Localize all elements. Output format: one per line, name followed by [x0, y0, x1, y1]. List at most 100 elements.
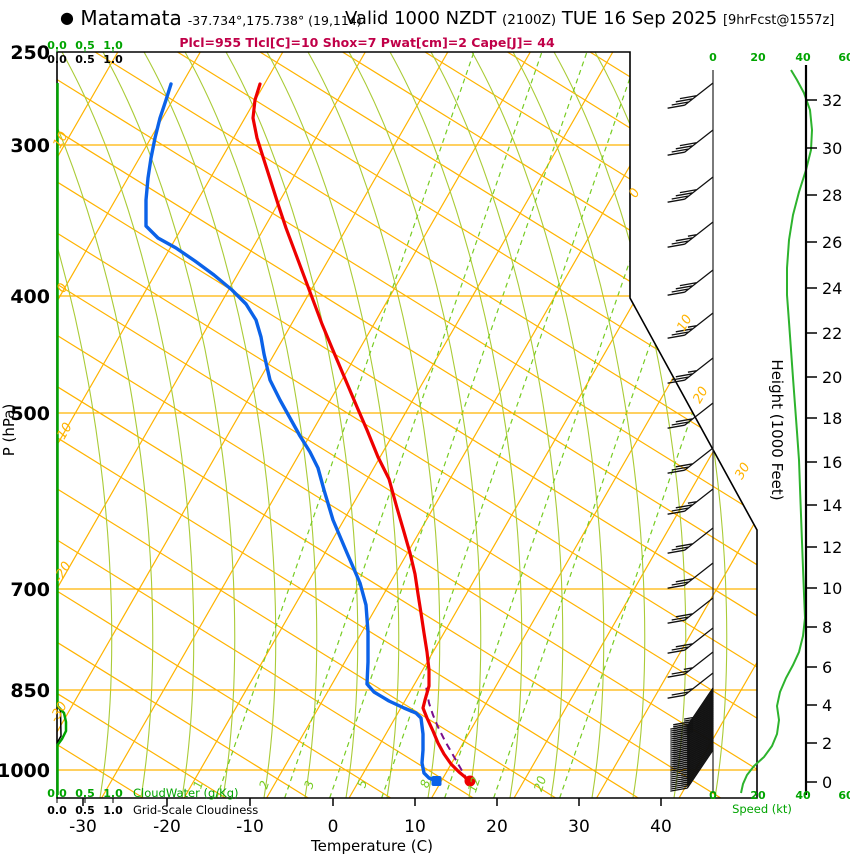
cloudwater-axis-title: CloudWater (g/Kg): [133, 786, 239, 800]
dry-adiabat-line: [57, 52, 757, 798]
mixing-ratio-label: 12: [465, 775, 483, 794]
moist-adiabat-line: [57, 52, 113, 798]
height-tick-label: 2: [822, 734, 832, 753]
mixing-ratio-lines: [216, 52, 757, 798]
valid-utc: (2100Z): [502, 12, 557, 28]
station-bullet-icon: ●: [60, 8, 74, 27]
speed-scale-bottom: 60: [838, 789, 850, 802]
moist-adiabat-line: [553, 52, 687, 798]
plot-frame: [56, 51, 758, 799]
dry-adiabat-line: [57, 52, 722, 798]
wind-barb-icon: [667, 562, 714, 589]
wind-speed-curve: [740, 69, 814, 794]
dry-adiabat-line: [177, 52, 757, 798]
wind-barb-icon: [667, 488, 714, 515]
height-tick-label: 24: [822, 279, 842, 298]
temp-tick-label: 20: [486, 817, 508, 837]
temp-tick-label: -10: [236, 817, 264, 837]
moist-adiabat-line: [225, 52, 359, 798]
dewpoint-curve: [144, 82, 438, 783]
height-tick-label: 30: [822, 139, 842, 158]
wind-barb-icon: [667, 312, 714, 339]
height-tick-label: 0: [822, 773, 832, 792]
plot-background: [57, 52, 757, 798]
wind-barbs: [667, 82, 714, 792]
pressure-tick-label: 400: [10, 286, 50, 308]
forecast-tag: [9hrFcst@1557z]: [722, 13, 835, 28]
temp-tick-label: 30: [568, 817, 590, 837]
temp-tick-label: 10: [404, 817, 426, 837]
surface-dewpoint-dot: [431, 776, 442, 786]
mixing-ratio-label: 20: [531, 774, 549, 793]
cloudwater-scale-bottom: 0.5: [75, 787, 95, 800]
moist-adiabat-line: [389, 52, 523, 798]
surface-temperature-dot: [464, 775, 476, 787]
dry-adiabat-line: [57, 52, 757, 798]
height-tick-label: 8: [822, 618, 832, 637]
cloudiness-scale-bottom: 0.5: [75, 804, 95, 817]
height-tick-label: 16: [822, 453, 842, 472]
moist-adiabat-line: [57, 52, 154, 798]
mixing-ratio-label: 2: [256, 779, 272, 791]
height-tick-label: 6: [822, 658, 832, 677]
speed-scale-bottom: 0: [709, 789, 717, 802]
isotherm-line: [57, 52, 366, 798]
dry-adiabat-line: [57, 52, 392, 798]
speed-scale-top: 20: [750, 51, 766, 64]
height-tick-label: 4: [822, 696, 832, 715]
cloudiness-scale-top: 1.0: [103, 53, 123, 66]
mixing-ratio-line: [381, 52, 640, 798]
moist-adiabat-line: [430, 52, 564, 798]
speed-scale-bottom: 20: [750, 789, 766, 802]
moist-adiabat-line: [184, 52, 318, 798]
wind-barb-icon: [667, 527, 714, 554]
cloudwater-scale-bottom: 1.0: [103, 787, 123, 800]
speed-scale-top: 60: [838, 51, 850, 64]
moist-adiabats: [57, 52, 728, 798]
mixing-ratio-label: 8: [417, 778, 433, 790]
isotherm-line: [266, 52, 696, 798]
moist-adiabat-line: [471, 52, 605, 798]
height-tick-label: 20: [822, 368, 842, 387]
speed-axis-title: Speed (kt): [732, 802, 792, 816]
dry-adiabat-line: [589, 52, 757, 798]
wind-barb-icon: [667, 627, 714, 654]
wind-barb-icon: [667, 221, 714, 248]
dry-adiabat-line: [259, 52, 757, 798]
dry-adiabat-line: [342, 52, 757, 798]
valid-time-line: Valid 1000 NZDT (2100Z) TUE 16 Sep 2025 …: [345, 8, 834, 29]
height-tick-label: 14: [822, 496, 842, 515]
speed-scale-bottom: 40: [795, 789, 811, 802]
wind-barb-icon: [667, 82, 714, 109]
height-tick-label: 12: [822, 538, 842, 557]
isotherm-line: [57, 52, 201, 798]
mixing-ratio-line: [444, 52, 703, 798]
dry-adiabats: [57, 52, 757, 798]
dry-adiabat-line: [57, 52, 474, 798]
pressure-tick-label: 700: [10, 579, 50, 601]
pressure-tick-label: 500: [10, 403, 50, 425]
speed-scale-top: 40: [795, 51, 811, 64]
moist-adiabat-line: [512, 52, 646, 798]
height-tick-label: 18: [822, 409, 842, 428]
temp-tick-label: -20: [153, 817, 181, 837]
pressure-tick-label: 300: [10, 135, 50, 157]
isotherm-label: 10: [674, 312, 695, 334]
mixing-ratio-line: [329, 52, 588, 798]
dry-adiabat-line: [57, 52, 757, 798]
station-coordinates: -37.734°,175.738° (19,114): [187, 13, 362, 28]
wind-barb-icon: [667, 672, 714, 699]
wind-barb-icon: [667, 129, 714, 156]
isotherm-label: 20: [690, 384, 711, 406]
pressure-tick-label: 1000: [0, 760, 50, 782]
height-tick-label: 32: [822, 91, 842, 110]
mixing-ratio-label: 1: [190, 779, 206, 791]
mixing-ratio-label: 3: [301, 779, 317, 791]
dry-adiabat-line: [57, 52, 757, 798]
pressure-tick-label: 250: [10, 42, 50, 64]
wind-barb-icon: [670, 749, 714, 792]
cloudiness-scale-top: 0.5: [75, 53, 95, 66]
isotherm-label: 10: [50, 129, 71, 151]
